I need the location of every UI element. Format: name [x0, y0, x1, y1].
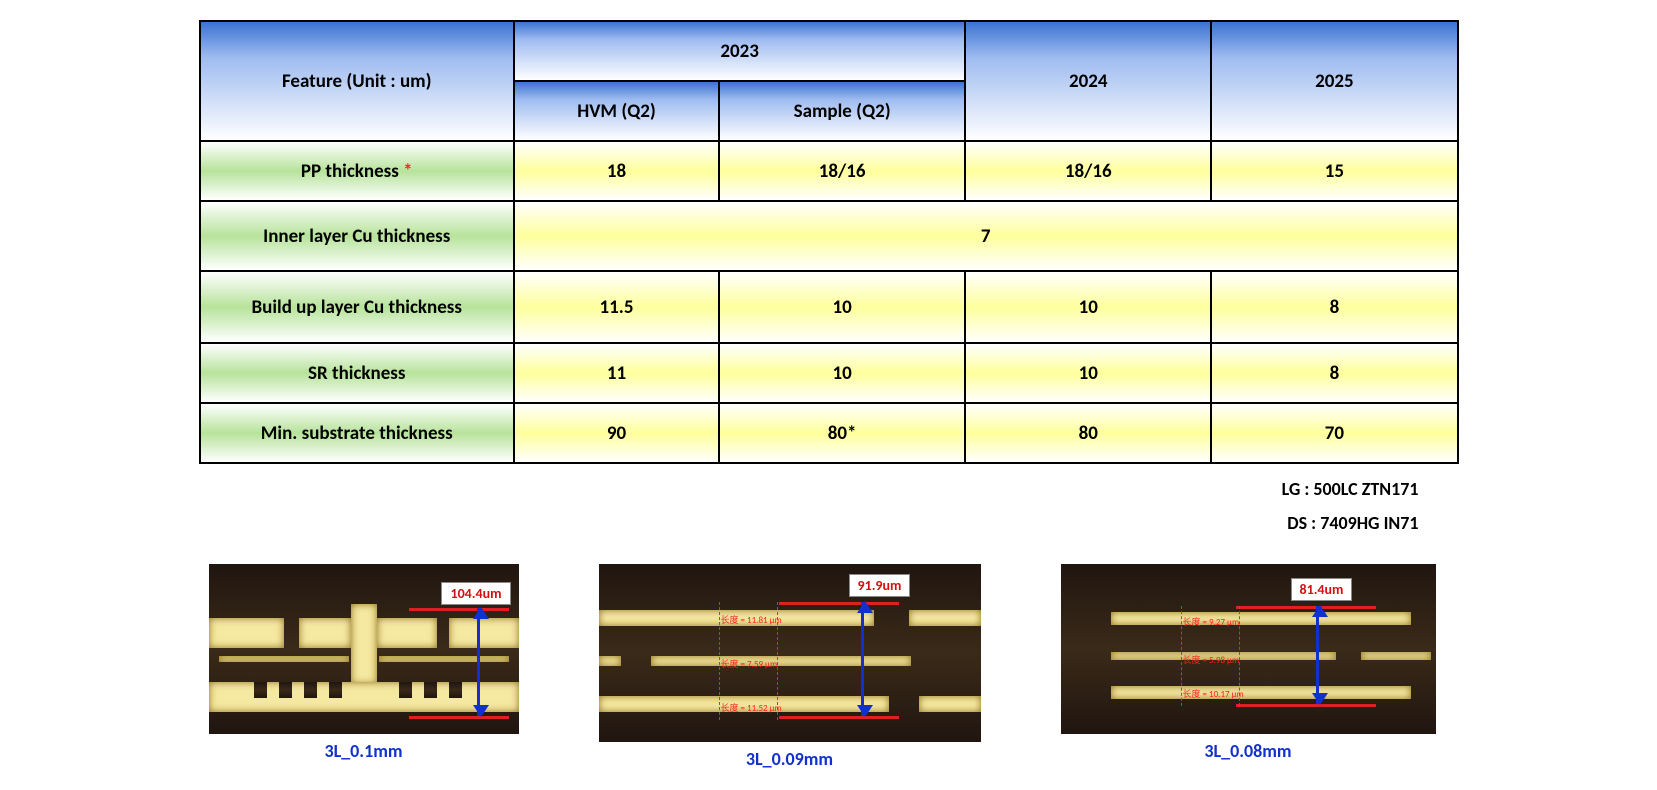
xsection-a-caption: 3L_0.1mm: [324, 740, 402, 762]
row-sr-2024: 10: [965, 343, 1211, 403]
row-buildup-label: Build up layer Cu thickness: [200, 271, 514, 343]
header-hvm: HVM (Q2): [514, 81, 719, 141]
xsection-c-caption: 3L_0.08mm: [1204, 740, 1291, 762]
row-pp-label: PP thickness *: [200, 141, 514, 201]
row-minsub-2024: 80: [965, 403, 1211, 463]
note-ds: DS : 7409HG IN71: [199, 506, 1419, 540]
header-2025: 2025: [1211, 21, 1457, 141]
xsection-c: 81.4um 长度 = 9.27 µm 长度 = 5.98 µm 长度 = 10…: [1061, 564, 1436, 734]
xsection-b: 91.9um 长度 = 11.81 µm 长度 = 7.59 µm 长度 = 1…: [599, 564, 981, 742]
xsection-b-measure: 91.9um: [849, 574, 911, 597]
xsection-a-measure: 104.4um: [441, 582, 510, 605]
row-minsub-2025: 70: [1211, 403, 1457, 463]
row-buildup-2025: 8: [1211, 271, 1457, 343]
row-sr-label: SR thickness: [200, 343, 514, 403]
row-buildup-2024: 10: [965, 271, 1211, 343]
row-pp-hvm: 18: [514, 141, 719, 201]
row-minsub-label: Min. substrate thickness: [200, 403, 514, 463]
header-2023: 2023: [514, 21, 965, 81]
row-buildup-sample: 10: [719, 271, 965, 343]
note-lg: LG : 500LC ZTN171: [199, 472, 1419, 506]
row-minsub-hvm: 90: [514, 403, 719, 463]
xsection-b-caption: 3L_0.09mm: [746, 748, 833, 770]
xsection-a: 104.4um: [209, 564, 519, 734]
header-feature: Feature (Unit : um): [200, 21, 514, 141]
row-innercu-label: Inner layer Cu thickness: [200, 201, 514, 271]
xsection-c-measure: 81.4um: [1291, 578, 1353, 601]
roadmap-table: Feature (Unit : um) 2023 2024 2025 HVM (…: [199, 20, 1459, 464]
row-sr-hvm: 11: [514, 343, 719, 403]
material-notes: LG : 500LC ZTN171 DS : 7409HG IN71: [199, 472, 1459, 540]
header-2024: 2024: [965, 21, 1211, 141]
row-sr-sample: 10: [719, 343, 965, 403]
row-pp-sample: 18/16: [719, 141, 965, 201]
row-buildup-hvm: 11.5: [514, 271, 719, 343]
row-pp-2024: 18/16: [965, 141, 1211, 201]
row-pp-2025: 15: [1211, 141, 1457, 201]
row-sr-2025: 8: [1211, 343, 1457, 403]
row-minsub-sample: 80*: [719, 403, 965, 463]
header-sample: Sample (Q2): [719, 81, 965, 141]
row-innercu-val: 7: [514, 201, 1458, 271]
cross-section-row: 104.4um 3L_0.1mm 91.9um 长度 = 11: [199, 564, 1459, 770]
